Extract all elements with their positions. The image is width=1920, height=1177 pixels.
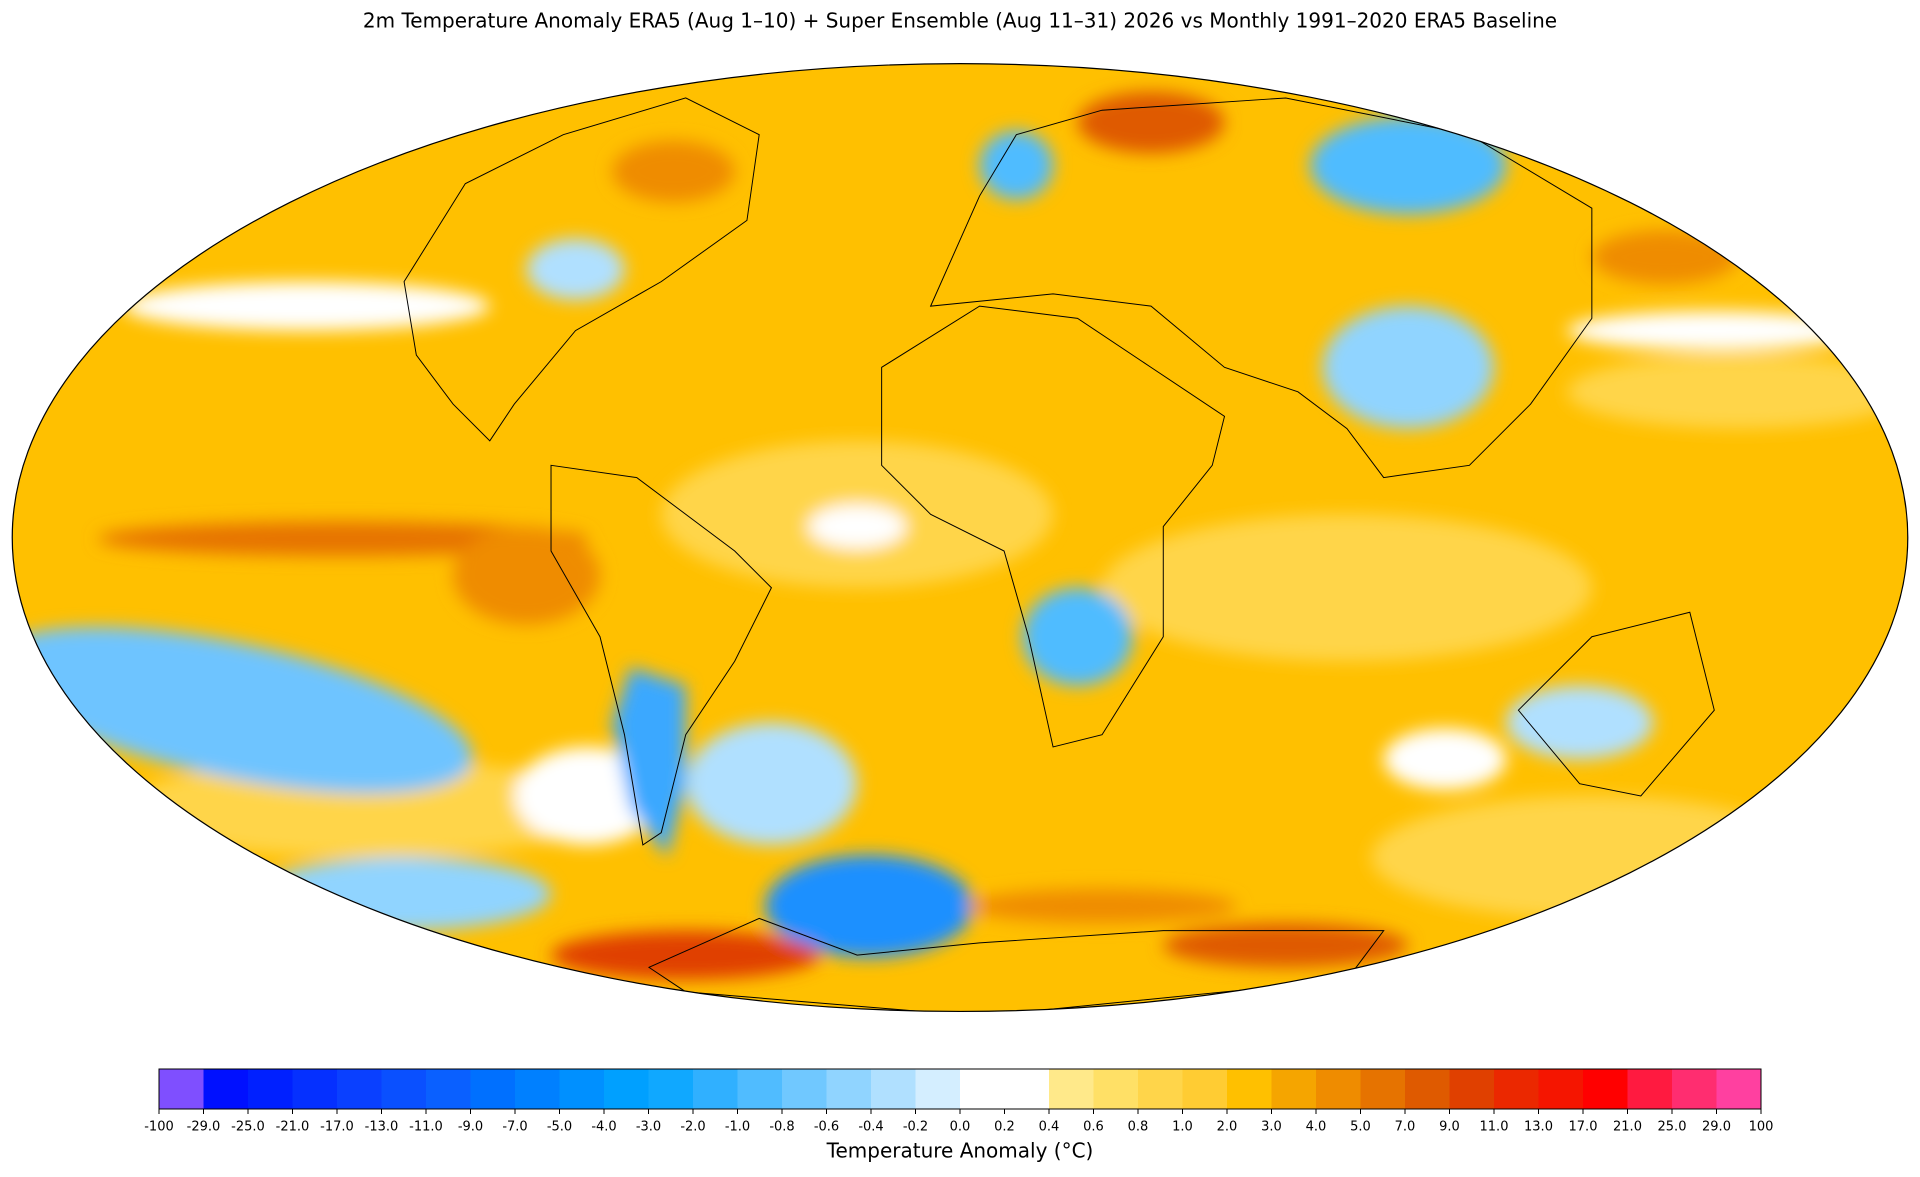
colorbar-bin: [1583, 1069, 1628, 1109]
colorbar-bin: [1494, 1069, 1539, 1109]
colorbar-tick-label: 4.0: [1306, 1120, 1327, 1135]
colorbar-bin: [1449, 1069, 1495, 1109]
colorbar-bin: [604, 1069, 649, 1109]
colorbar-tick-label: -1.0: [725, 1120, 750, 1135]
colorbar-bin: [1316, 1069, 1361, 1109]
coastlines: [403, 97, 1715, 1012]
globe-outline: [11, 63, 1909, 1013]
colorbar-bin: [782, 1069, 827, 1109]
colorbar-bin: [248, 1069, 293, 1109]
colorbar-tick-label: 100: [1749, 1120, 1774, 1135]
colorbar-tick-label: 7.0: [1395, 1120, 1416, 1135]
colorbar-bin: [426, 1069, 471, 1109]
colorbar-tick-label: -13.0: [365, 1120, 399, 1135]
colorbar-tick-label: -29.0: [187, 1120, 221, 1135]
colorbar-tick-label: 3.0: [1261, 1120, 1282, 1135]
colorbar-bin: [826, 1069, 872, 1109]
colorbar-tick-label: 13.0: [1524, 1120, 1553, 1135]
colorbar-tick-label: -2.0: [680, 1120, 705, 1135]
colorbar-tick-label: -7.0: [502, 1120, 527, 1135]
colorbar-tick-label: -100: [144, 1120, 174, 1135]
colorbar-tick-label: 0.4: [1039, 1120, 1060, 1135]
colorbar-tick-label: 5.0: [1350, 1120, 1371, 1135]
colorbar-tick-label: -11.0: [409, 1120, 443, 1135]
colorbar-bin: [203, 1069, 249, 1109]
colorbar-bin: [470, 1069, 516, 1109]
colorbar-tick-label: 0.0: [950, 1120, 971, 1135]
colorbar-bin: [1271, 1069, 1317, 1109]
colorbar-tick-label: -17.0: [320, 1120, 354, 1135]
colorbar-bin: [159, 1069, 204, 1109]
colorbar-label: Temperature Anomaly (°C): [826, 1139, 1094, 1163]
colorbar-bin: [1093, 1069, 1139, 1109]
colorbar-tick-label: 21.0: [1613, 1120, 1642, 1135]
colorbar-bin: [693, 1069, 738, 1109]
colorbar-bin: [960, 1069, 1005, 1109]
colorbar-tick-label: -9.0: [458, 1120, 483, 1135]
colorbar-bin: [871, 1069, 916, 1109]
colorbar-bin: [1716, 1069, 1762, 1109]
colorbar-bin: [381, 1069, 427, 1109]
colorbar-bin: [1627, 1069, 1673, 1109]
colorbar-tick-label: 29.0: [1702, 1120, 1731, 1135]
colorbar-bin: [648, 1069, 694, 1109]
colorbar-bin: [737, 1069, 783, 1109]
colorbar-tick-label: -0.2: [903, 1120, 928, 1135]
colorbar-tick-label: -0.6: [814, 1120, 839, 1135]
colorbar-bin: [292, 1069, 338, 1109]
colorbar-tick-label: 1.0: [1172, 1120, 1193, 1135]
colorbar-tick-label: -21.0: [276, 1120, 310, 1135]
colorbar-tick-label: -3.0: [636, 1120, 661, 1135]
colorbar-tick-label: -4.0: [591, 1120, 616, 1135]
colorbar-tick-label: 17.0: [1569, 1120, 1598, 1135]
colorbar-bin: [1405, 1069, 1450, 1109]
colorbar-bin: [1538, 1069, 1584, 1109]
colorbar-tick-label: 0.2: [994, 1120, 1015, 1135]
colorbar-tick-label: 2.0: [1217, 1120, 1238, 1135]
colorbar-tick-label: -0.4: [858, 1120, 883, 1135]
colorbar-bin: [515, 1069, 560, 1109]
colorbar-tick-label: -0.8: [769, 1120, 794, 1135]
anomaly-field: [12, 63, 1908, 1012]
colorbar-bin: [337, 1069, 382, 1109]
colorbar: -100 -29.0 -25.0 -21.0 -17.0 -13.0 -11.0 -9.0 -7…: [144, 1068, 1774, 1135]
colorbar-tick-label: 11.0: [1480, 1120, 1509, 1135]
colorbar-bin: [559, 1069, 605, 1109]
colorbar-bin: [1360, 1069, 1406, 1109]
colorbar-tick-label: 25.0: [1658, 1120, 1687, 1135]
colorbar-bin: [1182, 1069, 1228, 1109]
colorbar-tick-label: -5.0: [547, 1120, 572, 1135]
colorbar-tick-label: 0.8: [1128, 1120, 1149, 1135]
colorbar-bin: [1138, 1069, 1183, 1109]
colorbar-bin: [1004, 1069, 1050, 1109]
colorbar-tick-label: 9.0: [1439, 1120, 1460, 1135]
colorbar-bin: [1672, 1069, 1717, 1109]
colorbar-bin: [915, 1069, 961, 1109]
colorbar-tick-label: 0.6: [1083, 1120, 1104, 1135]
colorbar-bin: [1227, 1069, 1272, 1109]
map-title: 2m Temperature Anomaly ERA5 (Aug 1–10) +…: [363, 9, 1557, 33]
colorbar-bin: [1049, 1069, 1094, 1109]
colorbar-tick-label: -25.0: [231, 1120, 265, 1135]
map: [11, 63, 1909, 1013]
